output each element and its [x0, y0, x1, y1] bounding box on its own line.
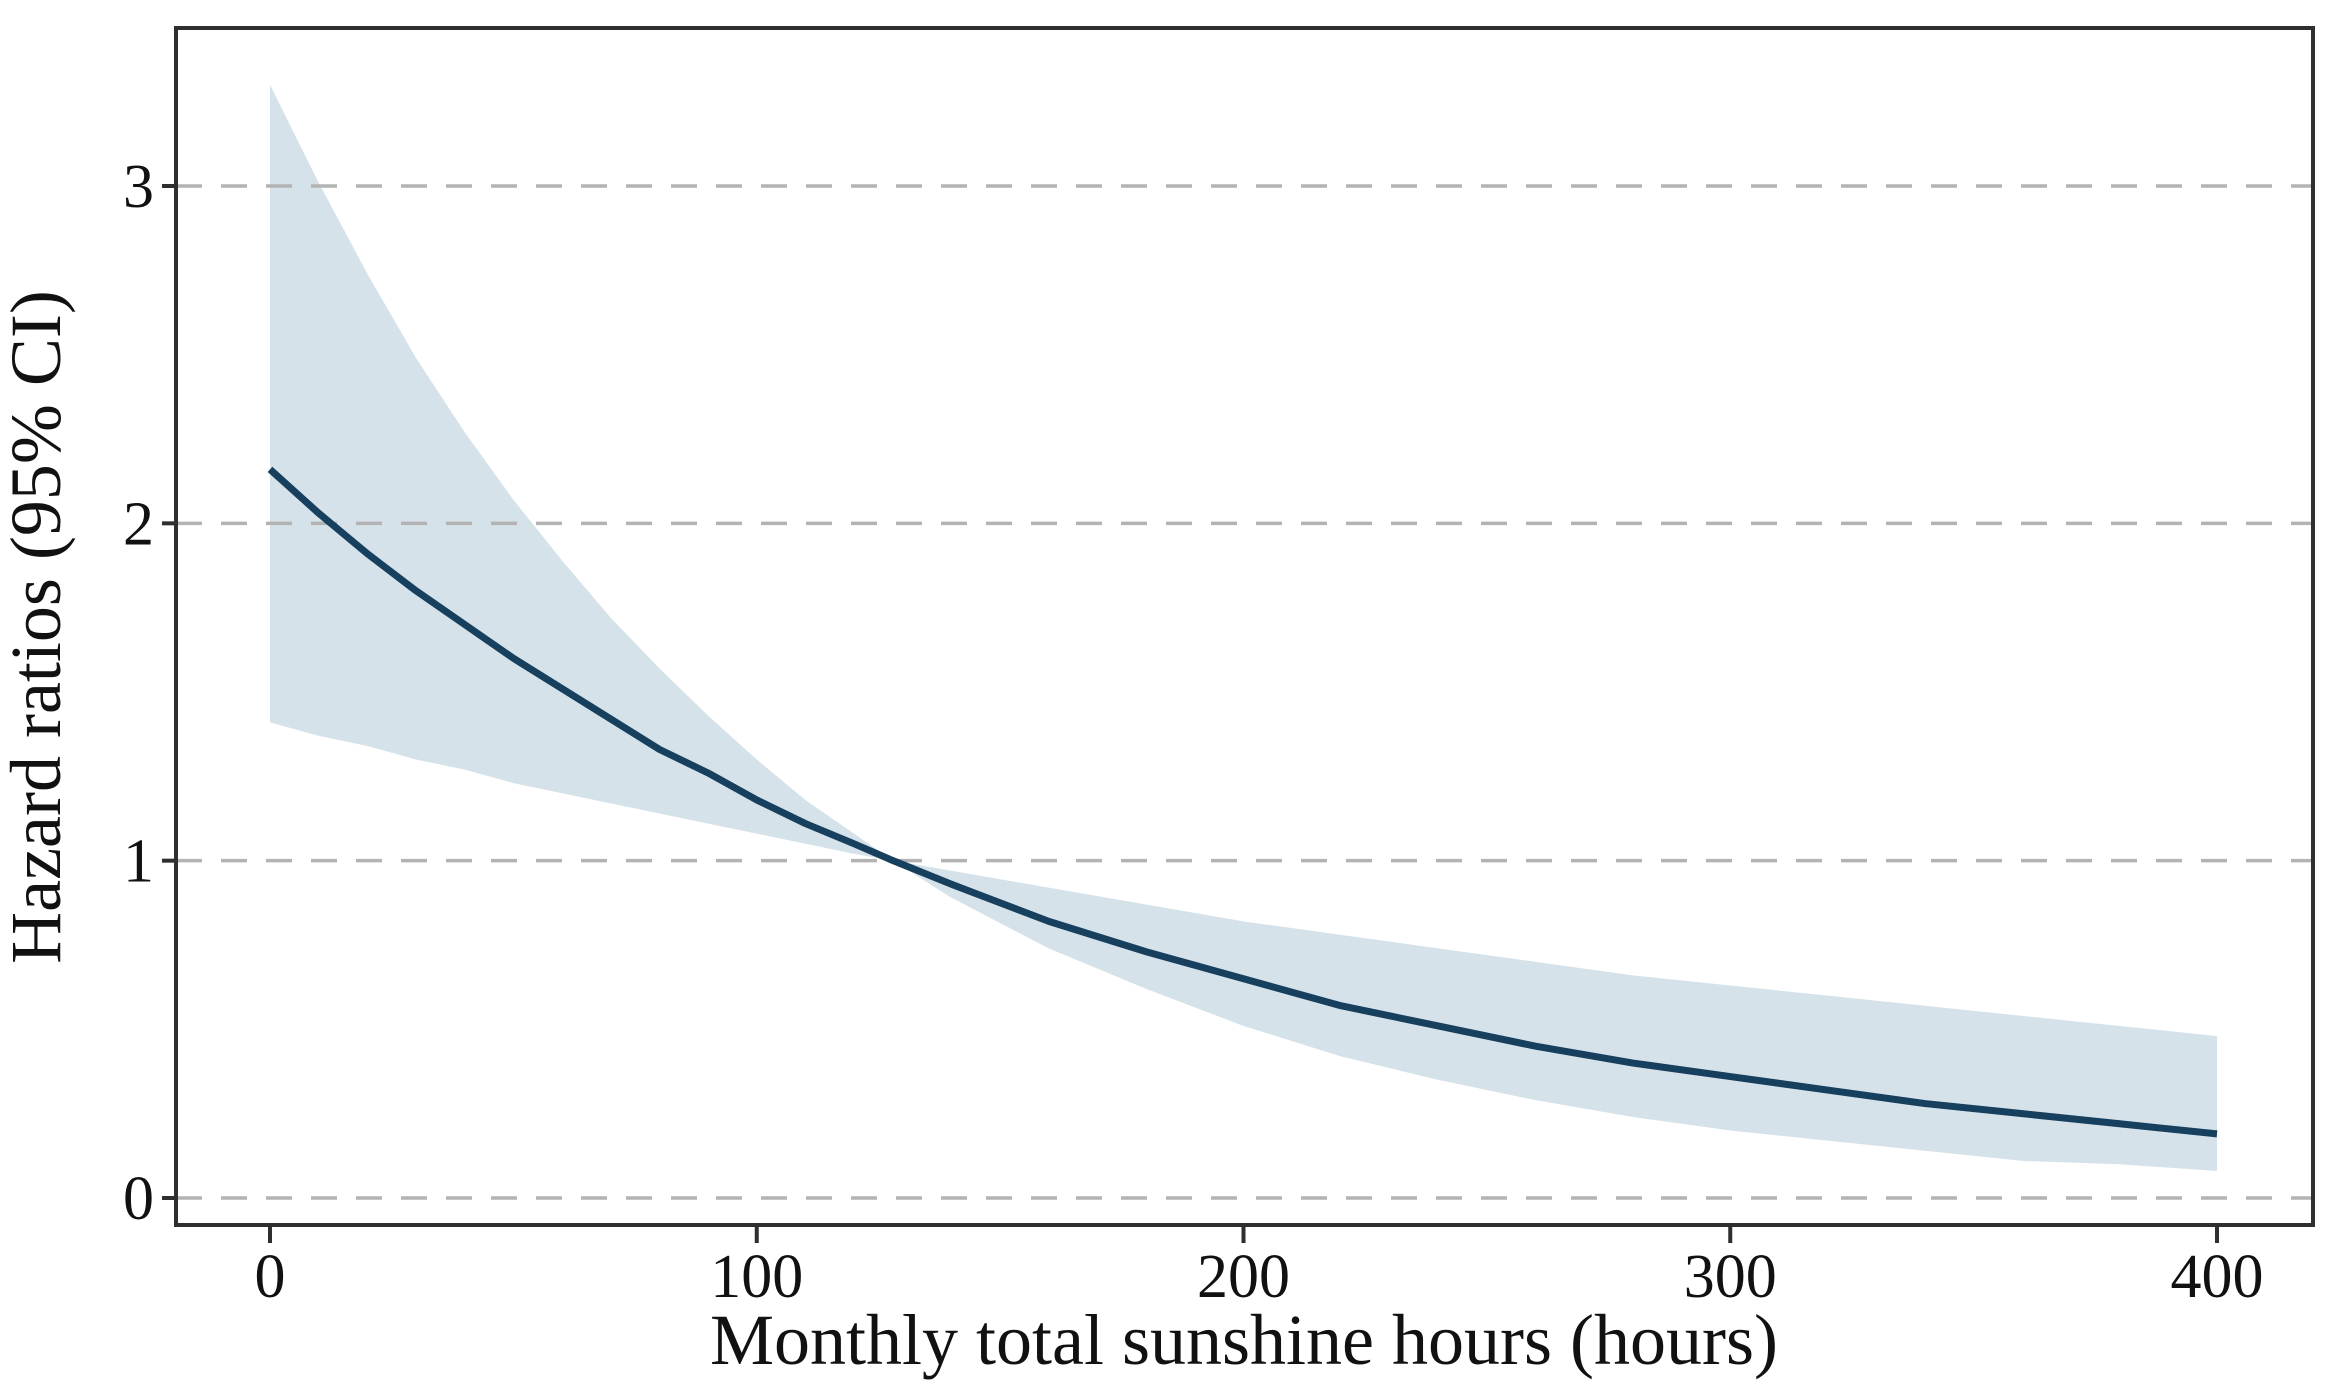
x-tick-label-0: 0: [255, 1243, 286, 1311]
x-tick-label-200: 200: [1197, 1243, 1290, 1311]
y-tick-label-0: 0: [123, 1165, 154, 1233]
x-axis-title: Monthly total sunshine hours (hours): [710, 1300, 1778, 1380]
y-tick-label-1: 1: [123, 828, 154, 896]
y-tick-label-3: 3: [123, 153, 154, 221]
x-tick-label-100: 100: [710, 1243, 803, 1311]
x-tick-label-400: 400: [2171, 1243, 2264, 1311]
confidence-band: [270, 84, 2217, 1172]
hazard-ratio-line: [267, 466, 2218, 1138]
y-tick-label-2: 2: [123, 490, 154, 558]
x-tick-label-300: 300: [1684, 1243, 1777, 1311]
y-axis-title: Hazard ratios (95% CI): [0, 290, 76, 964]
plot-area: 0 1 2 3 0 100 200 300 400: [123, 26, 2315, 1311]
